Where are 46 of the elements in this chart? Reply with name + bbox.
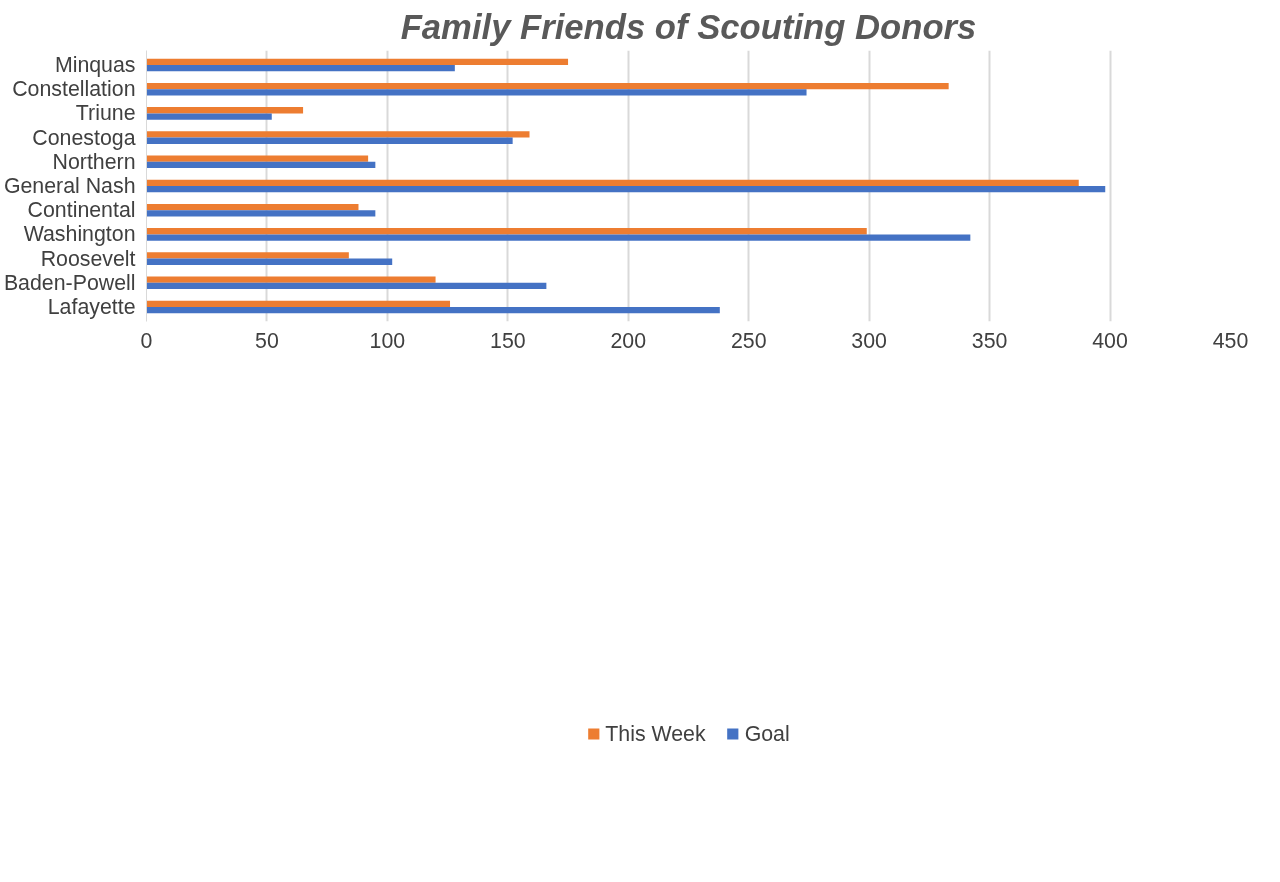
y-tick-label: Triune bbox=[75, 101, 136, 126]
bar bbox=[146, 210, 376, 217]
y-tick-label: Roosevelt bbox=[40, 246, 136, 271]
x-tick-label: 200 bbox=[610, 328, 647, 353]
y-tick-label: Minquas bbox=[54, 53, 136, 78]
bar bbox=[146, 203, 359, 211]
x-tick-label: 150 bbox=[490, 328, 526, 353]
bar bbox=[146, 131, 530, 138]
x-tick-label: 0 bbox=[140, 328, 153, 353]
bar bbox=[146, 65, 455, 72]
bar bbox=[146, 258, 393, 265]
y-tick-label: Northern bbox=[52, 149, 136, 174]
bar bbox=[146, 89, 807, 96]
y-tick-label: Continental bbox=[27, 198, 136, 223]
bar bbox=[146, 155, 369, 162]
bar bbox=[146, 234, 971, 241]
bar bbox=[146, 276, 436, 283]
y-tick-label: General Nash bbox=[3, 174, 136, 198]
bar bbox=[146, 186, 1106, 193]
x-tick-label: 450 bbox=[1212, 328, 1249, 353]
y-tick-label: Lafayette bbox=[47, 294, 136, 319]
y-tick-label: Constellation bbox=[12, 77, 136, 102]
bar bbox=[146, 228, 867, 235]
bar bbox=[146, 252, 349, 259]
x-tick-label: 400 bbox=[1092, 328, 1128, 353]
bar bbox=[146, 58, 569, 66]
bar bbox=[146, 161, 376, 169]
bar bbox=[146, 107, 304, 114]
bar bbox=[146, 300, 451, 307]
bar bbox=[146, 113, 272, 120]
x-tick-label: 250 bbox=[730, 328, 767, 353]
y-tick-label: Washington bbox=[23, 222, 136, 247]
y-tick-label: Conestoga bbox=[32, 125, 136, 150]
x-tick-label: 300 bbox=[851, 328, 888, 353]
bar bbox=[146, 82, 949, 90]
bar bbox=[146, 179, 1079, 186]
chart-title: Family Friends of Scouting Donors bbox=[400, 7, 977, 46]
x-tick-label: 350 bbox=[971, 328, 1008, 353]
y-tick-label: Baden-Powell bbox=[3, 270, 136, 295]
x-tick-label: 100 bbox=[369, 328, 406, 353]
bar bbox=[146, 306, 720, 314]
legend-label: Goal bbox=[744, 721, 790, 747]
x-tick-label: 50 bbox=[255, 328, 279, 353]
legend-label: This Week bbox=[605, 721, 706, 747]
bar bbox=[146, 137, 513, 144]
bar bbox=[146, 282, 547, 290]
